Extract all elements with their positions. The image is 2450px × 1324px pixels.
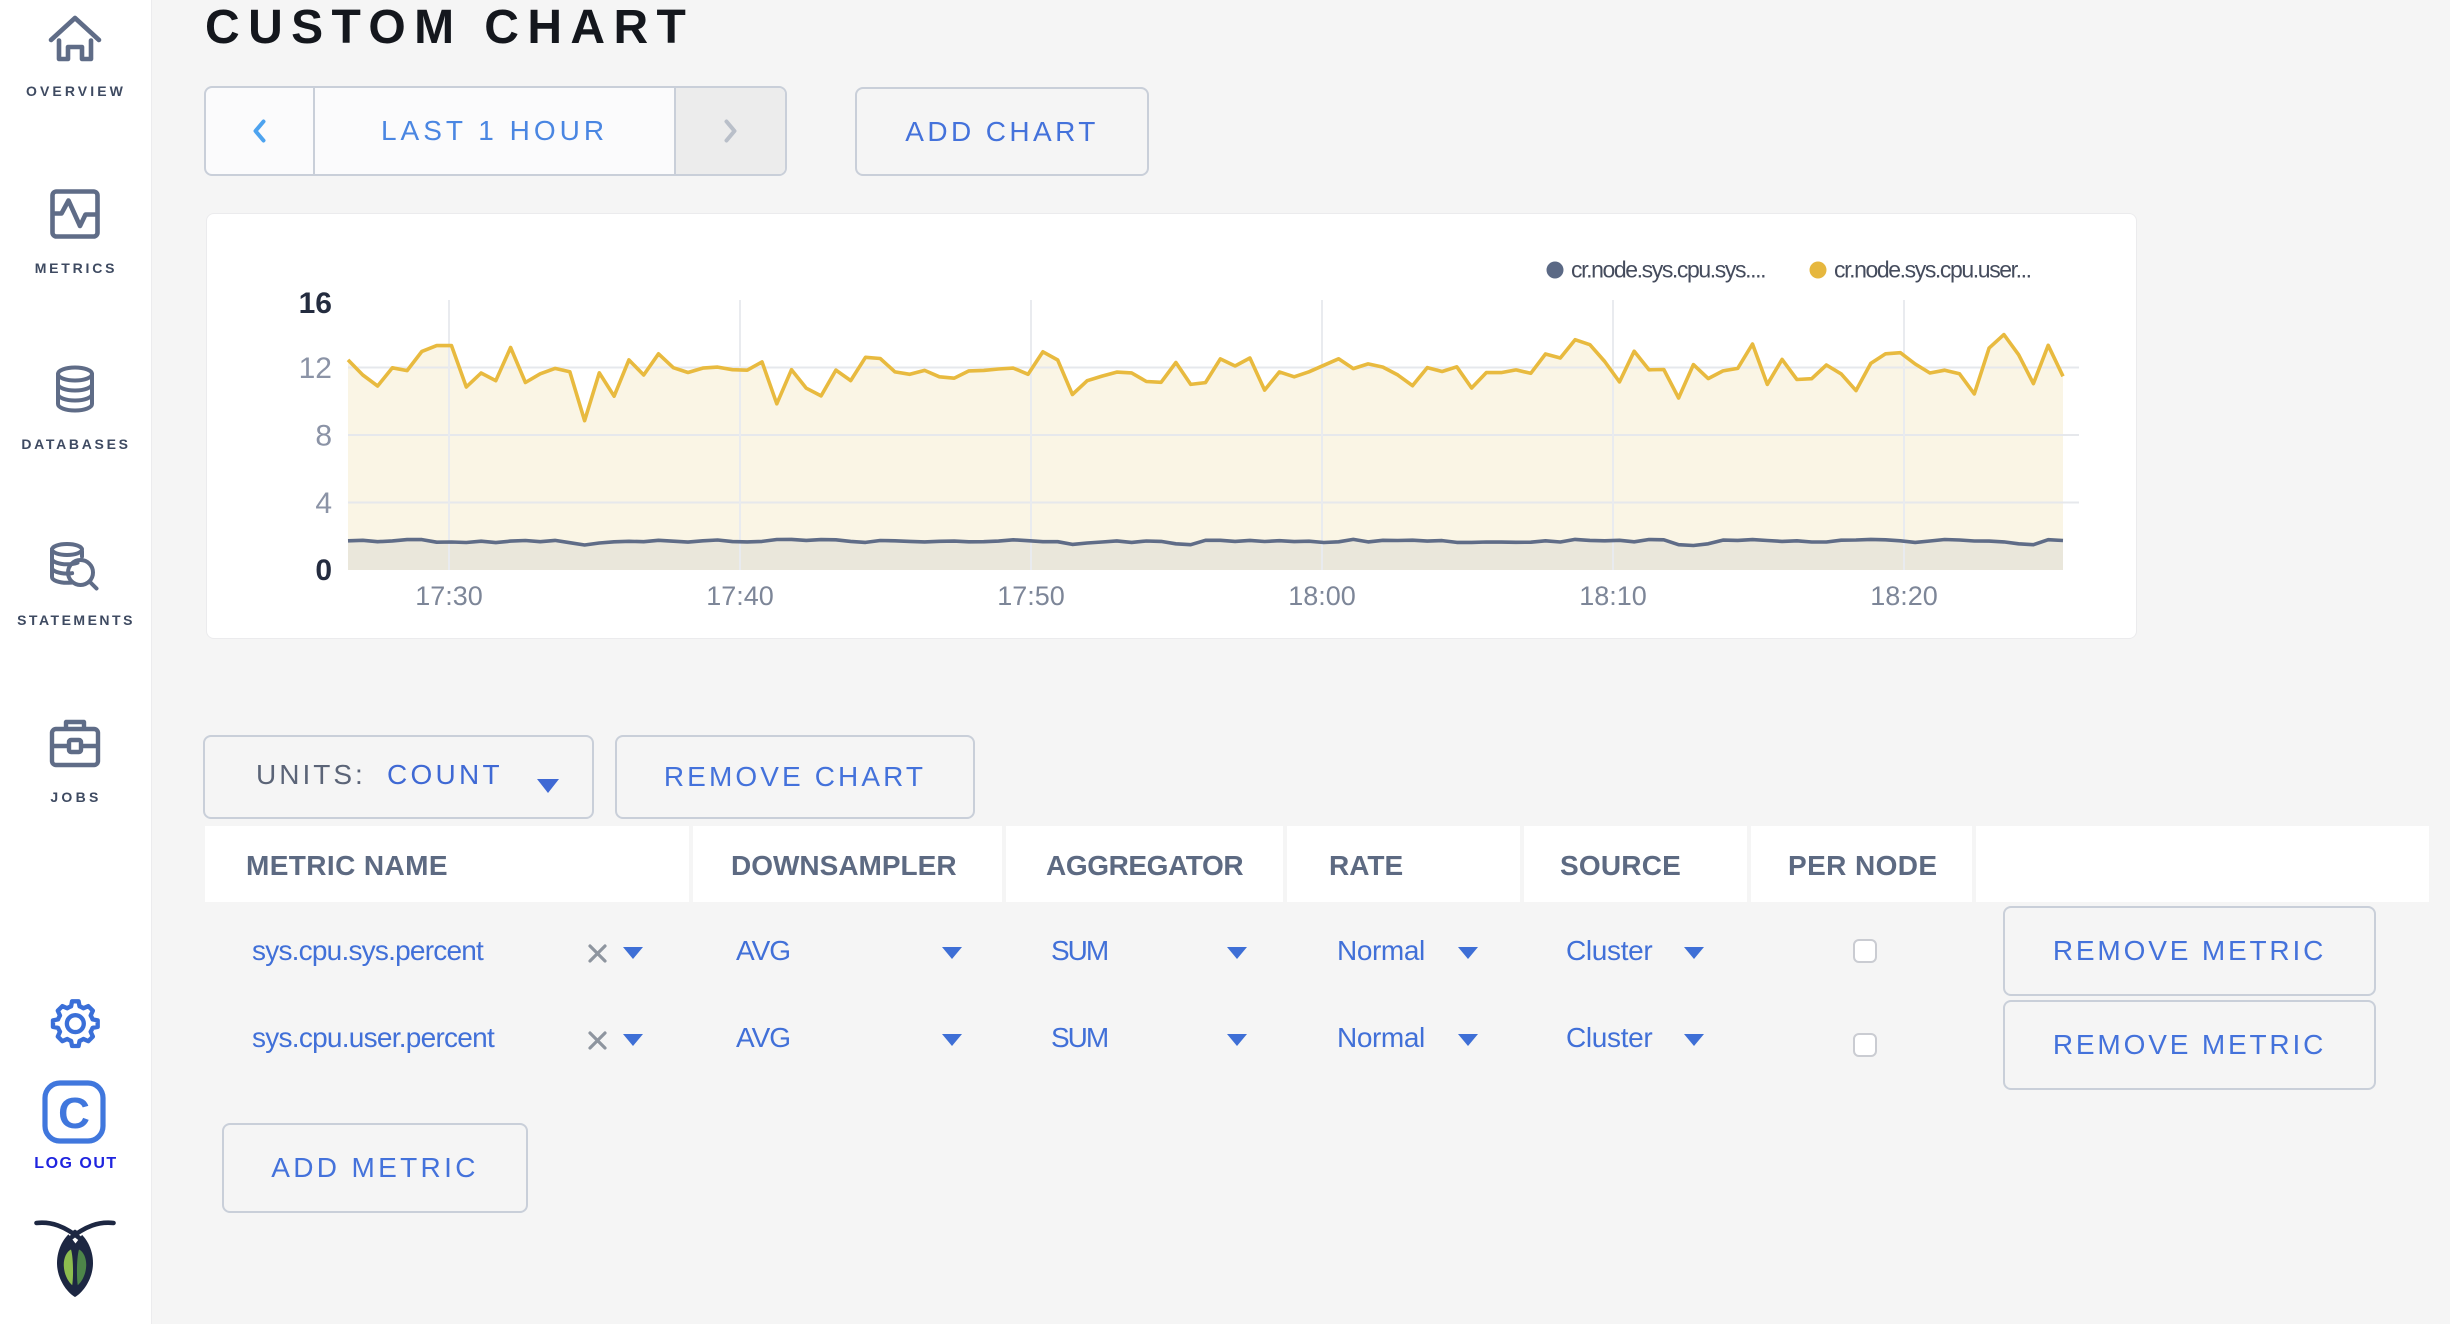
svg-text:16: 16 — [299, 287, 332, 320]
svg-text:18:00: 18:00 — [1288, 581, 1356, 611]
svg-text:C: C — [58, 1089, 90, 1138]
svg-text:18:10: 18:10 — [1579, 581, 1647, 611]
svg-text:17:40: 17:40 — [706, 581, 774, 611]
svg-text:17:30: 17:30 — [415, 581, 483, 611]
svg-text:12: 12 — [299, 352, 332, 385]
svg-text:8: 8 — [315, 420, 332, 453]
svg-text:cr.node.sys.cpu.user...: cr.node.sys.cpu.user... — [1834, 257, 2031, 283]
svg-text:0: 0 — [315, 554, 332, 587]
svg-text:4: 4 — [315, 487, 332, 520]
svg-text:cr.node.sys.cpu.sys....: cr.node.sys.cpu.sys.... — [1571, 257, 1765, 283]
svg-text:18:20: 18:20 — [1870, 581, 1938, 611]
svg-text:17:50: 17:50 — [997, 581, 1065, 611]
